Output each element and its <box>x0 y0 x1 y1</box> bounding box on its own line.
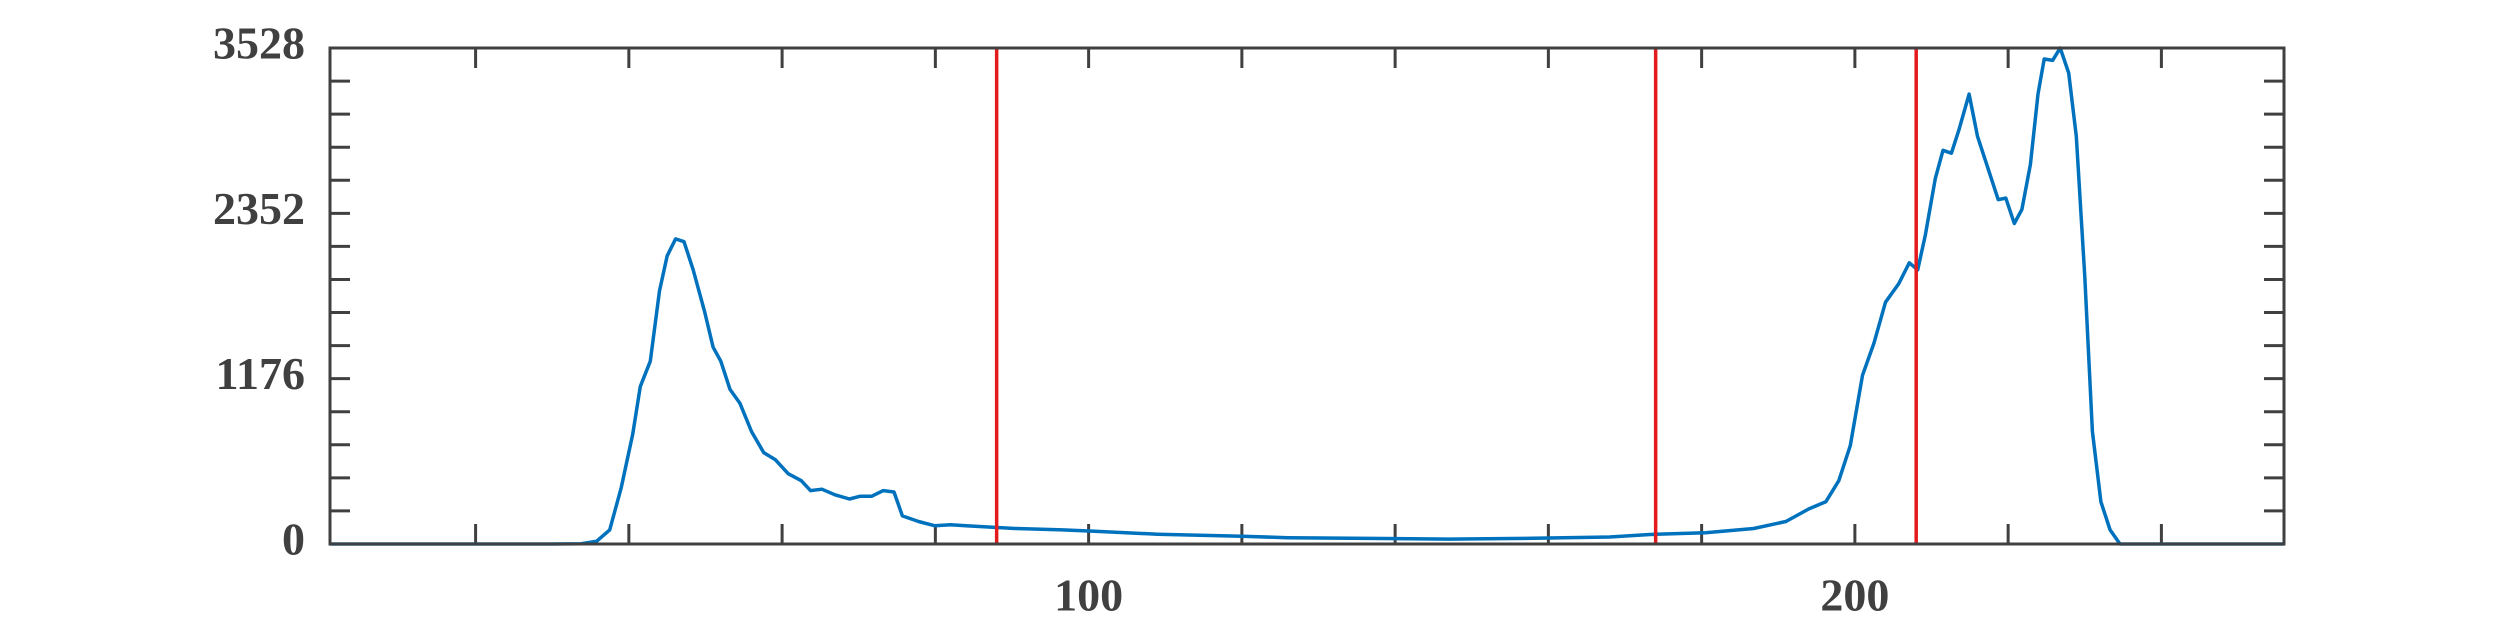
data-line <box>330 46 2284 546</box>
x-tick-label: 200 <box>1820 570 1889 621</box>
y-tick-label: 2352 <box>213 183 305 234</box>
axes-box <box>328 46 2286 546</box>
x-tick-label: 100 <box>1054 570 1123 621</box>
y-tick-label: 1176 <box>216 348 305 399</box>
y-tick-label: 3528 <box>213 18 305 69</box>
y-tick-label: 0 <box>282 514 305 565</box>
